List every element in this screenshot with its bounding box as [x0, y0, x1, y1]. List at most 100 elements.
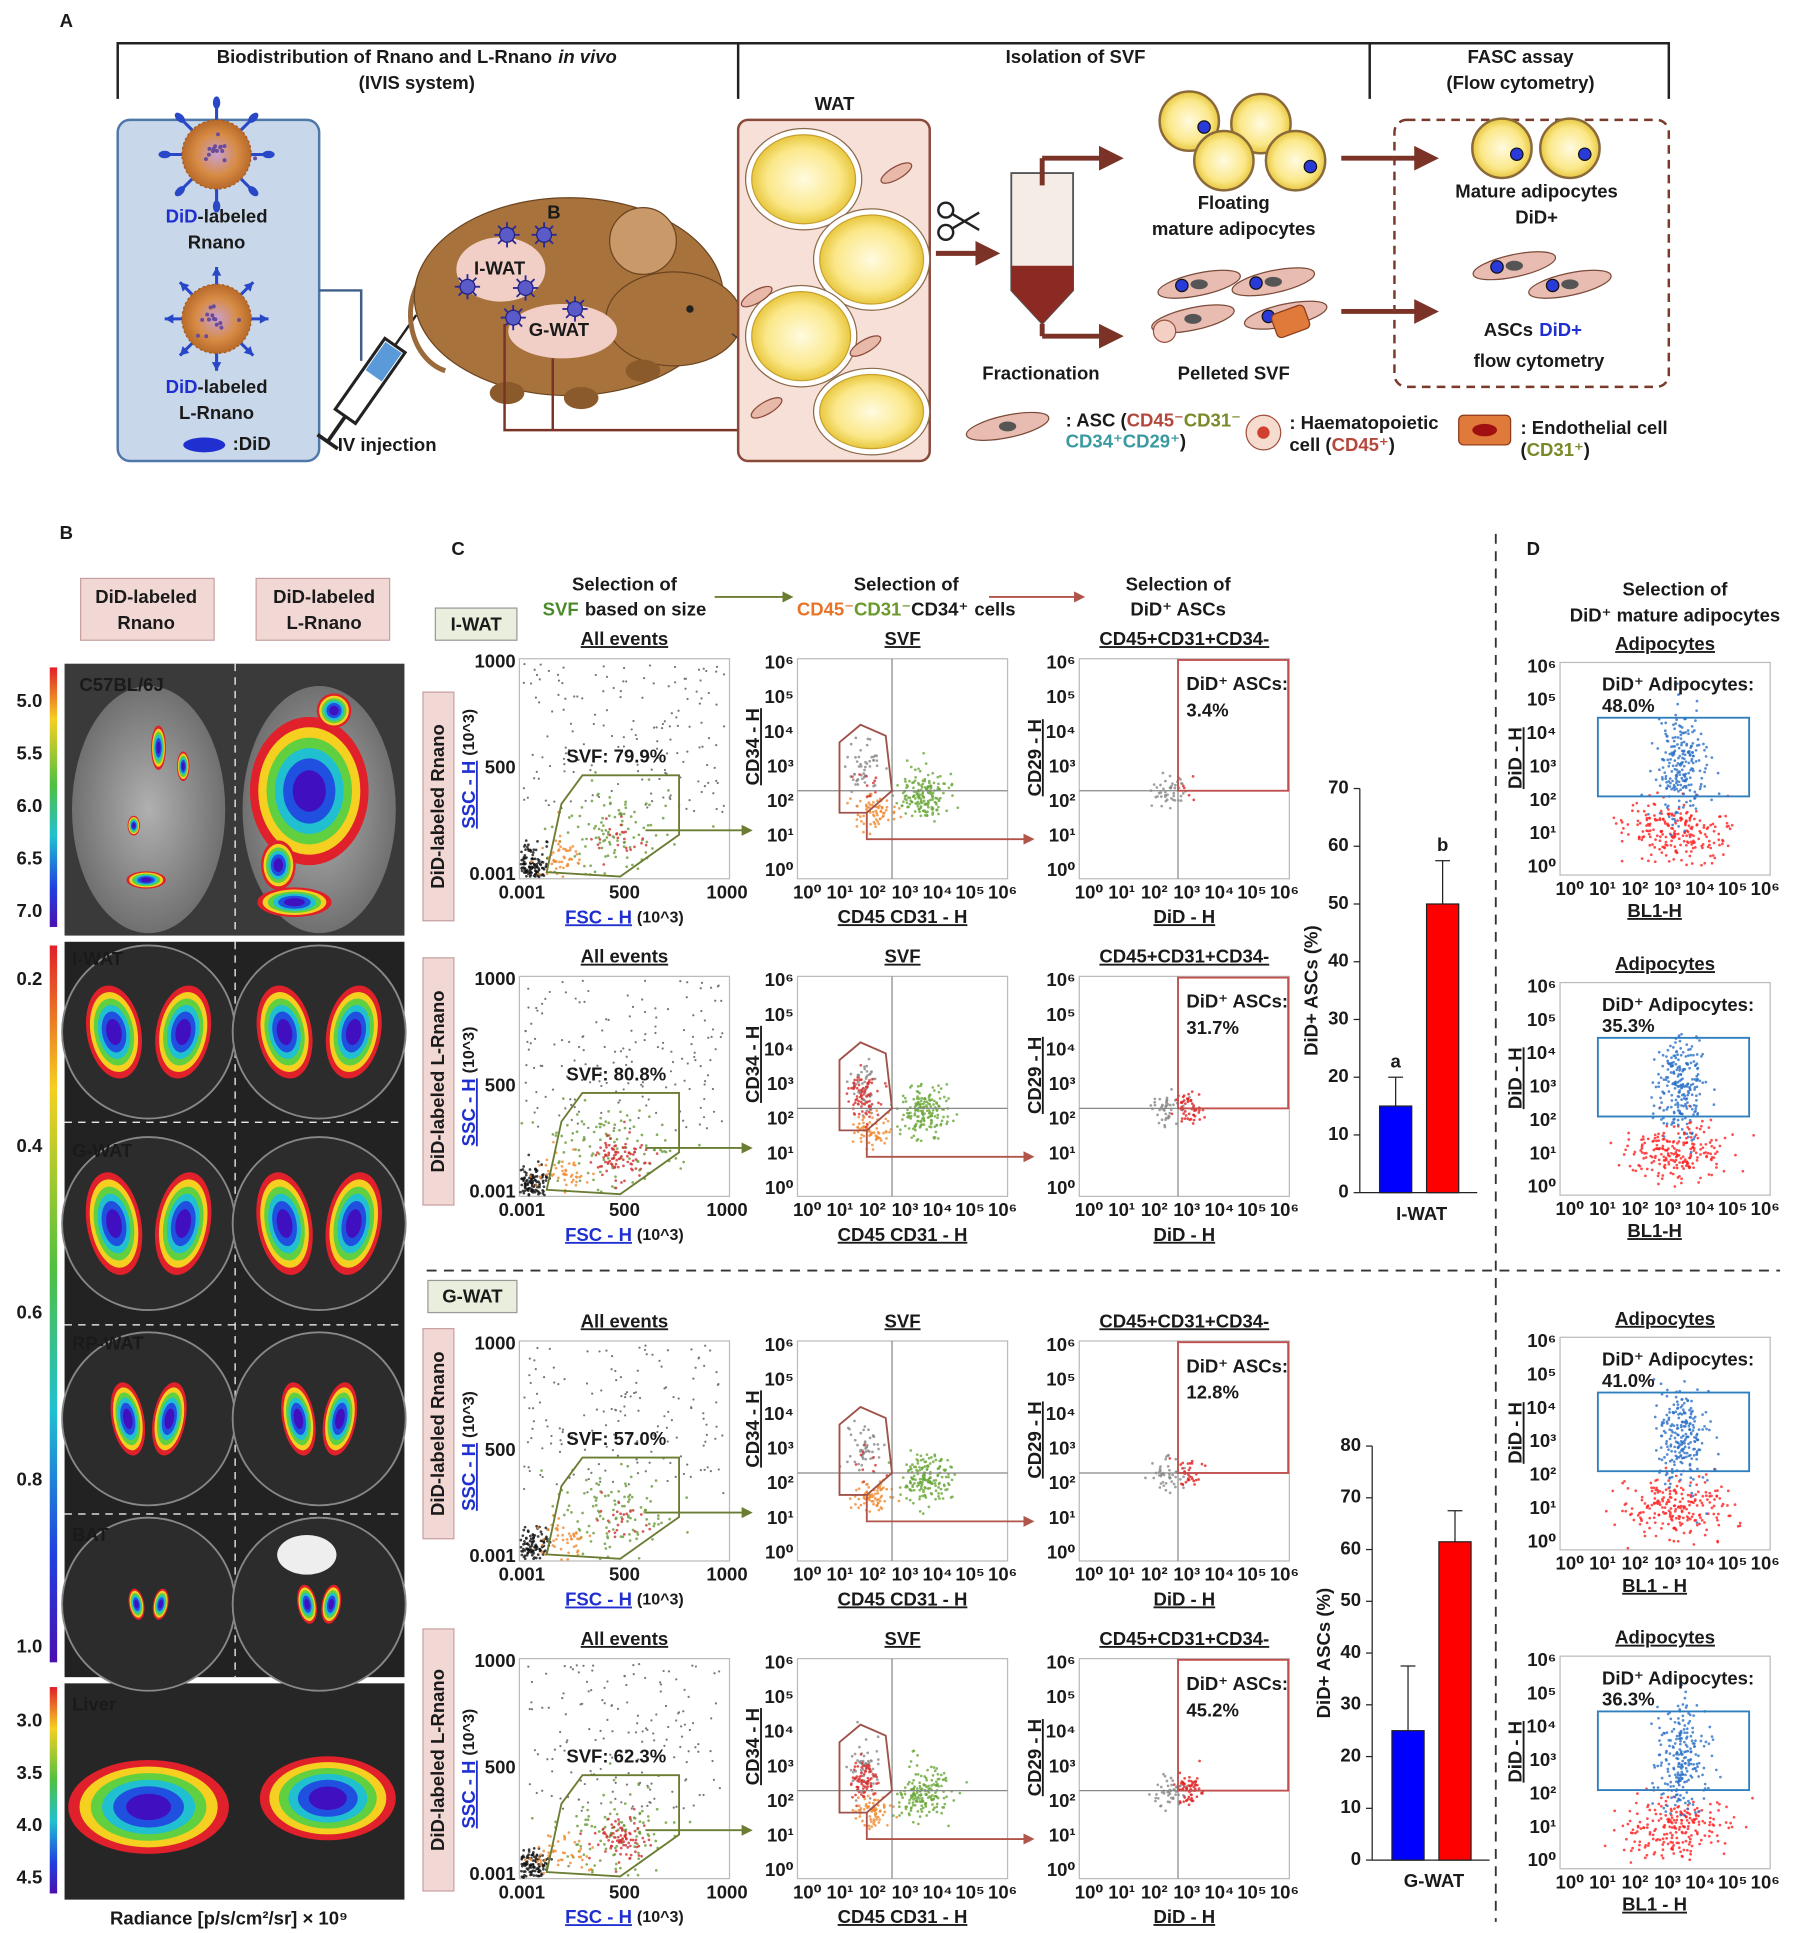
event-dot — [924, 1802, 927, 1805]
event-dot — [685, 1496, 688, 1499]
event-dot — [936, 809, 939, 812]
event-dot — [859, 1432, 862, 1435]
event-dot — [1678, 1149, 1681, 1152]
event-dot — [921, 801, 924, 804]
event-dot — [1676, 743, 1679, 746]
x-tick-label: 10² — [1141, 1564, 1168, 1585]
event-dot — [564, 848, 567, 851]
event-dot — [1689, 836, 1692, 839]
event-dot — [544, 1549, 547, 1552]
event-dot — [653, 727, 655, 729]
event-dot — [1166, 1780, 1169, 1783]
event-dot — [1665, 1125, 1668, 1128]
event-dot — [1673, 1185, 1676, 1188]
event-dot — [602, 1832, 605, 1835]
event-dot — [1685, 744, 1688, 747]
event-dot — [936, 1811, 939, 1814]
event-dot — [547, 1834, 550, 1837]
event-dot — [544, 998, 546, 1000]
event-dot — [1149, 1104, 1152, 1107]
event-dot — [1631, 809, 1634, 812]
event-dot — [864, 1447, 867, 1450]
event-dot — [1700, 732, 1703, 735]
event-dot — [530, 860, 533, 863]
event-dot — [599, 1126, 602, 1129]
event-dot — [939, 1465, 942, 1468]
event-dot — [628, 1483, 630, 1485]
colorbar-label: 3.0 — [17, 1710, 43, 1731]
event-dot — [629, 1539, 632, 1542]
event-dot — [1677, 736, 1680, 739]
event-dot — [612, 1449, 614, 1451]
event-dot — [942, 1497, 945, 1500]
y-tick-label: 20 — [1328, 1065, 1349, 1086]
y-tick-label: 50 — [1328, 892, 1349, 913]
event-dot — [1695, 749, 1698, 752]
event-dot — [594, 825, 597, 828]
event-dot — [929, 792, 932, 795]
event-dot — [879, 1810, 882, 1813]
event-dot — [720, 1036, 722, 1038]
event-dot — [950, 773, 953, 776]
event-dot — [1656, 791, 1659, 794]
event-dot — [605, 1018, 607, 1020]
event-dot — [1654, 1133, 1657, 1136]
event-dot — [663, 1670, 665, 1672]
event-dot — [633, 1822, 636, 1825]
event-dot — [615, 1159, 618, 1162]
event-dot — [656, 1133, 659, 1136]
event-dot — [599, 1138, 602, 1141]
event-dot — [620, 690, 622, 692]
column-label: DiD-labeled — [95, 586, 197, 607]
event-dot — [643, 1841, 646, 1844]
event-dot — [651, 1538, 654, 1541]
event-dot — [582, 1665, 584, 1667]
event-dot — [534, 1175, 537, 1178]
event-dot — [632, 1006, 634, 1008]
event-dot — [1656, 1136, 1659, 1139]
event-dot — [854, 1794, 857, 1797]
event-dot — [693, 810, 695, 812]
did-dot — [1176, 279, 1188, 291]
event-dot — [629, 1127, 631, 1129]
mouse-silhouette — [72, 686, 225, 933]
event-dot — [1685, 786, 1688, 789]
event-dot — [612, 1481, 614, 1483]
event-dot — [682, 1710, 684, 1712]
event-dot — [901, 804, 904, 807]
event-dot — [608, 1160, 611, 1163]
event-dot — [869, 765, 872, 768]
event-dot — [923, 796, 926, 799]
event-dot — [677, 710, 679, 712]
event-dot — [1681, 726, 1684, 729]
y-tick-label: 10⁰ — [1528, 856, 1557, 877]
event-dot — [587, 1127, 589, 1129]
event-dot — [635, 1167, 638, 1170]
event-dot — [1689, 804, 1692, 807]
event-dot — [1670, 844, 1673, 847]
event-dot — [872, 1148, 875, 1151]
event-dot — [1691, 731, 1694, 734]
event-dot — [948, 786, 951, 789]
event-dot — [723, 725, 725, 727]
event-dot — [881, 816, 884, 819]
event-dot — [623, 1121, 626, 1124]
x-tick-label: 10⁶ — [988, 881, 1017, 902]
y-axis-label: SSC - H(10^3) — [458, 1709, 479, 1829]
event-dot — [693, 1056, 695, 1058]
event-dot — [590, 1472, 592, 1474]
x-tick-label: 10⁴ — [1204, 1881, 1234, 1902]
event-dot — [523, 1874, 526, 1877]
event-dot — [684, 1724, 686, 1726]
event-dot — [553, 1366, 555, 1368]
event-dot — [620, 1801, 622, 1803]
event-dot — [634, 1817, 637, 1820]
event-dot — [1179, 1463, 1182, 1466]
event-dot — [583, 1492, 586, 1495]
event-dot — [606, 709, 608, 711]
event-dot — [935, 1767, 938, 1770]
event-dot — [1699, 785, 1702, 788]
event-dot — [643, 677, 645, 679]
event-dot — [591, 1846, 594, 1849]
y-tick-label: 500 — [485, 757, 516, 778]
